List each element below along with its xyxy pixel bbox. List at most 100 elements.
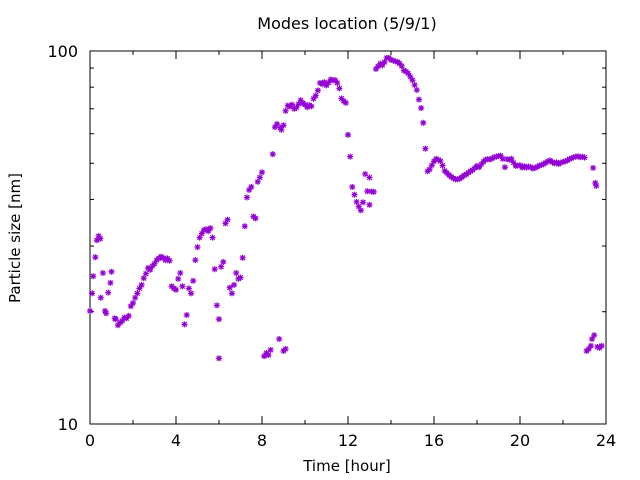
data-point xyxy=(362,170,369,177)
data-point xyxy=(237,274,244,281)
x-tick-label: 16 xyxy=(424,431,444,450)
data-point xyxy=(179,283,186,290)
data-point xyxy=(190,277,197,284)
data-point xyxy=(252,215,259,222)
data-point xyxy=(353,198,360,205)
axis-ticks xyxy=(89,50,607,425)
data-point xyxy=(360,199,367,206)
data-point xyxy=(239,254,246,261)
data-point xyxy=(598,342,605,349)
x-tick-label: 12 xyxy=(338,431,358,450)
data-point xyxy=(134,290,141,297)
data-point xyxy=(342,99,349,106)
data-point xyxy=(591,332,598,339)
data-points xyxy=(87,54,605,362)
data-point xyxy=(501,164,508,171)
data-point xyxy=(357,207,364,214)
data-point xyxy=(97,235,104,242)
data-point xyxy=(310,95,317,102)
data-point xyxy=(587,342,594,349)
data-point xyxy=(314,87,321,94)
data-point xyxy=(142,270,149,277)
data-point xyxy=(566,156,573,163)
data-point xyxy=(267,346,274,353)
data-point xyxy=(366,201,373,208)
data-point xyxy=(364,188,371,195)
data-point xyxy=(508,155,515,162)
data-point xyxy=(181,321,188,328)
data-point xyxy=(140,275,147,282)
data-point xyxy=(192,257,199,264)
data-point xyxy=(422,145,429,152)
x-axis-label: Time [hour] xyxy=(302,457,391,475)
data-point xyxy=(420,119,427,126)
data-point xyxy=(108,268,115,275)
data-point xyxy=(166,257,173,264)
data-point xyxy=(334,79,341,86)
y-tick-label: 100 xyxy=(47,42,78,61)
data-point xyxy=(185,285,192,292)
data-point xyxy=(103,310,110,317)
data-point xyxy=(213,302,220,309)
data-point xyxy=(216,316,222,323)
data-point xyxy=(349,183,356,190)
data-point xyxy=(107,279,114,286)
data-point xyxy=(194,244,201,251)
data-point xyxy=(224,216,231,223)
data-point xyxy=(130,300,136,307)
data-point xyxy=(207,225,214,232)
data-point xyxy=(370,188,377,195)
data-point xyxy=(211,266,218,273)
data-point xyxy=(437,158,444,165)
data-point xyxy=(366,174,373,181)
data-point xyxy=(269,151,276,158)
data-point xyxy=(312,92,319,99)
data-point xyxy=(336,85,343,92)
data-point xyxy=(590,164,597,171)
data-point xyxy=(265,352,272,359)
x-tick-label: 4 xyxy=(171,431,181,450)
data-point xyxy=(243,194,250,201)
y-axis-label: Particle size [nm] xyxy=(6,173,24,303)
x-tick-label: 8 xyxy=(257,431,267,450)
data-point xyxy=(280,122,287,129)
data-point xyxy=(278,126,285,133)
data-point xyxy=(276,335,283,342)
data-point xyxy=(372,65,379,72)
data-point xyxy=(426,166,433,173)
data-point xyxy=(321,79,328,86)
data-point xyxy=(209,234,216,241)
x-tick-label: 0 xyxy=(85,431,95,450)
data-point xyxy=(411,81,418,88)
data-point xyxy=(138,281,145,288)
data-point xyxy=(228,290,235,297)
data-point xyxy=(259,169,265,176)
data-point xyxy=(132,294,139,301)
data-point xyxy=(99,269,106,276)
data-point xyxy=(585,345,592,352)
data-point xyxy=(125,312,132,319)
data-point xyxy=(112,316,119,323)
data-point xyxy=(216,355,222,362)
data-point xyxy=(218,263,225,270)
data-point xyxy=(177,269,184,276)
data-point xyxy=(97,294,104,301)
y-tick-label: 10 xyxy=(58,415,78,434)
data-point xyxy=(282,345,289,352)
data-point xyxy=(173,286,179,293)
data-point xyxy=(413,87,420,94)
data-point xyxy=(497,152,504,159)
data-point xyxy=(345,131,351,138)
data-point xyxy=(89,290,96,297)
data-point xyxy=(248,183,255,190)
data-point xyxy=(226,284,233,291)
x-tick-label: 20 xyxy=(510,431,530,450)
data-point xyxy=(246,186,253,193)
data-point xyxy=(90,273,97,280)
data-point xyxy=(127,303,134,310)
data-point xyxy=(405,70,412,77)
data-point xyxy=(233,269,240,276)
data-point xyxy=(188,290,195,297)
data-point xyxy=(347,153,354,160)
